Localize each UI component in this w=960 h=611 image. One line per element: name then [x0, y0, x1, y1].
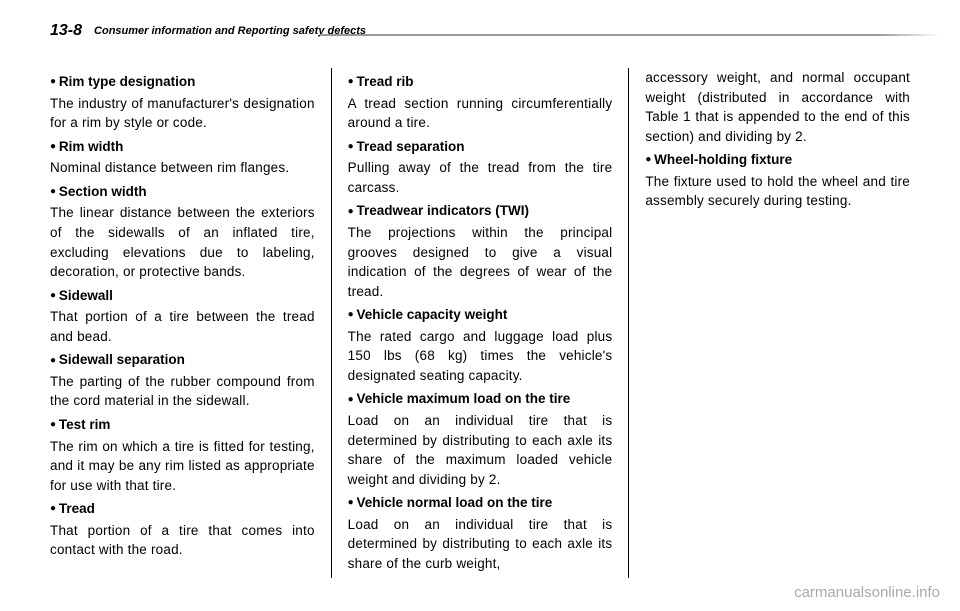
glossary-definition: The fixture used to hold the wheel and t…	[645, 172, 910, 211]
glossary-definition: The parting of the rubber compound from …	[50, 372, 315, 411]
glossary-term: Tread rib	[348, 72, 613, 92]
glossary-definition: Pulling away of the tread from the tire …	[348, 158, 613, 197]
glossary-definition: Nominal distance between rim flanges.	[50, 158, 315, 178]
glossary-definition: The rim on which a tire is fitted for te…	[50, 437, 315, 496]
glossary-term: Section width	[50, 182, 315, 202]
glossary-term: Treadwear indicators (TWI)	[348, 201, 613, 221]
column-2: Tread ribA tread section running circumf…	[336, 68, 625, 578]
glossary-definition: accessory weight, and normal occupant we…	[645, 68, 910, 146]
glossary-definition: Load on an individual tire that is deter…	[348, 515, 613, 574]
glossary-term: Test rim	[50, 415, 315, 435]
glossary-term: Vehicle maximum load on the tire	[348, 389, 613, 409]
glossary-definition: A tread section running circumferentiall…	[348, 94, 613, 133]
glossary-definition: The projections within the principal gro…	[348, 223, 613, 301]
column-divider	[628, 68, 629, 578]
glossary-term: Vehicle normal load on the tire	[348, 493, 613, 513]
glossary-term: Wheel-holding fixture	[645, 150, 910, 170]
glossary-term: Tread separation	[348, 137, 613, 157]
glossary-term: Tread	[50, 499, 315, 519]
column-1: Rim type designationThe industry of manu…	[50, 68, 327, 578]
content-area: Rim type designationThe industry of manu…	[0, 48, 960, 578]
glossary-term: Rim type designation	[50, 72, 315, 92]
glossary-definition: The industry of manufacturer's designati…	[50, 94, 315, 133]
glossary-definition: That portion of a tire that comes into c…	[50, 521, 315, 560]
glossary-term: Vehicle capacity weight	[348, 305, 613, 325]
glossary-term: Sidewall	[50, 286, 315, 306]
glossary-definition: The rated cargo and luggage load plus 15…	[348, 327, 613, 386]
glossary-term: Sidewall separation	[50, 350, 315, 370]
glossary-term: Rim width	[50, 137, 315, 157]
page-header: 13-8 Consumer information and Reporting …	[0, 0, 960, 48]
glossary-definition: Load on an individual tire that is deter…	[348, 411, 613, 489]
glossary-definition: That portion of a tire between the tread…	[50, 307, 315, 346]
page-number: 13-8	[50, 22, 82, 40]
watermark-text: carmanualsonline.info	[794, 584, 940, 601]
glossary-definition: The linear distance between the exterior…	[50, 203, 315, 281]
header-divider-line	[320, 34, 940, 36]
column-3: accessory weight, and normal occupant we…	[633, 68, 910, 578]
column-divider	[331, 68, 332, 578]
